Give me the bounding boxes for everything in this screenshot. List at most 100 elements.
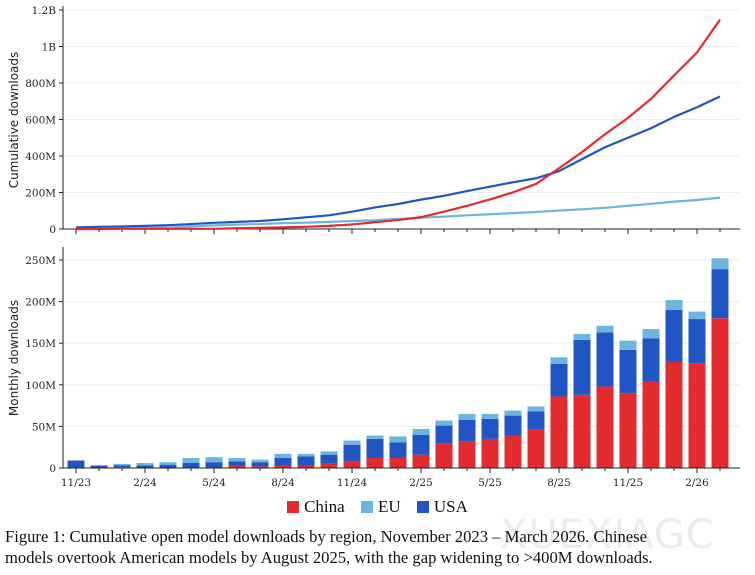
y-tick-label: 200M <box>25 188 56 200</box>
china-bar-9-24 <box>297 465 315 468</box>
china-bar-8-24 <box>274 465 292 468</box>
eu-bar-4-24 <box>182 458 200 464</box>
legend-item-usa: USA <box>416 497 468 517</box>
usa-bar-8-24 <box>274 458 292 466</box>
usa-bar-5-24 <box>205 462 223 468</box>
china-bar-3-26 <box>711 318 729 468</box>
y-tick-label: 1B <box>42 42 57 54</box>
eu-bar-6-25 <box>504 410 522 416</box>
figure-caption: Figure 1: Cumulative open model download… <box>5 526 753 568</box>
china-bar-12-25 <box>642 381 660 468</box>
eu-bar-2-25 <box>412 428 430 435</box>
usa-bar-7-25 <box>527 411 545 430</box>
x-tick-label: 2/25 <box>409 477 433 489</box>
y-tick-label: 100M <box>25 380 56 392</box>
usa-bar-10-25 <box>596 332 614 387</box>
usa-bar-6-24 <box>228 461 246 466</box>
caption-line-1: Figure 1: Cumulative open model download… <box>5 527 647 546</box>
eu-bar-5-25 <box>481 413 499 419</box>
usa-bar-9-24 <box>297 456 315 466</box>
usa-bar-12-23 <box>90 465 108 468</box>
eu-bar-1-25 <box>389 436 407 443</box>
eu-bar-2-24 <box>136 463 154 466</box>
usa-bar-1-24 <box>113 465 131 468</box>
usa-bar-2-24 <box>136 465 154 468</box>
x-tick-label: 8/24 <box>271 477 295 489</box>
eu-bar-11-24 <box>343 440 361 445</box>
x-tick-label: 2/26 <box>685 477 709 489</box>
y-tick-label: 1.2B <box>32 5 57 17</box>
china-bar-6-24 <box>228 465 246 468</box>
y-tick-label: 0 <box>49 463 56 475</box>
usa-swatch <box>416 501 429 513</box>
eu-bar-6-24 <box>228 458 246 462</box>
china-bar-7-24 <box>251 466 269 468</box>
usa-bar-2-25 <box>412 434 430 455</box>
usa-bar-11-24 <box>343 444 361 462</box>
china-bar-2-26 <box>688 363 706 468</box>
usa-bar-7-24 <box>251 462 269 467</box>
eu-swatch <box>360 501 373 513</box>
usa-bar-4-24 <box>182 463 200 468</box>
usa-bar-1-26 <box>665 309 683 362</box>
china-bar-2-25 <box>412 454 430 468</box>
usa-bar-3-24 <box>159 464 177 468</box>
eu-bar-3-24 <box>159 462 177 465</box>
x-tick-label: 11/23 <box>61 477 91 489</box>
y-tick-label: 200M <box>25 297 56 309</box>
eu-bar-7-25 <box>527 406 545 412</box>
eu-bar-10-24 <box>320 451 338 455</box>
eu-bar-1-26 <box>665 299 683 310</box>
china-bar-11-25 <box>619 393 637 468</box>
x-tick-label: 2/24 <box>133 477 157 489</box>
china-bar-10-25 <box>596 386 614 468</box>
legend: China EU USA <box>0 497 755 518</box>
figure-chart: 0 200M 400M 600M 800M 1B 1.2B 0 50M 100M 150M 200M… <box>7 5 740 489</box>
x-tick-label: 8/25 <box>547 477 571 489</box>
usa-bar-5-25 <box>481 418 499 439</box>
y-tick-label: 400M <box>25 151 56 163</box>
usa-bar-2-26 <box>688 319 706 364</box>
eu-bar-10-25 <box>596 325 614 333</box>
china-bar-4-25 <box>458 441 476 468</box>
legend-label: USA <box>433 497 468 516</box>
caption-line-2: models overtook American models by Augus… <box>5 548 653 567</box>
usa-bar-10-24 <box>320 454 338 464</box>
x-tick-label: 5/25 <box>478 477 502 489</box>
china-bar-8-25 <box>550 396 568 468</box>
bottom-y-axis-label: Monthly downloads <box>7 300 21 416</box>
y-tick-label: 150M <box>25 338 56 350</box>
usa-bar-12-24 <box>366 438 384 459</box>
y-tick-label: 250M <box>25 255 56 267</box>
china-cumulative-line <box>76 19 721 231</box>
y-tick-label: 600M <box>25 115 56 127</box>
watermark: XUEXIAGC <box>500 512 715 558</box>
y-tick-label: 50M <box>32 421 56 433</box>
eu-bar-3-26 <box>711 258 729 270</box>
cumulative-line-chart: 0 200M 400M 600M 800M 1B 1.2B <box>25 5 740 236</box>
eu-bar-8-25 <box>550 357 568 364</box>
legend-label: EU <box>377 497 401 516</box>
legend-item-china: China <box>287 497 345 517</box>
eu-bar-5-24 <box>205 457 223 463</box>
usa-bar-6-25 <box>504 415 522 436</box>
china-bar-5-25 <box>481 438 499 468</box>
monthly-bar-chart: 0 50M 100M 150M 200M 250M 11/23 2/24 5/24 8/24 11/… <box>25 247 740 489</box>
x-tick-label: 5/24 <box>202 477 226 489</box>
usa-bar-3-25 <box>435 425 453 444</box>
eu-bar-8-24 <box>274 453 292 459</box>
eu-bar-11-25 <box>619 340 637 350</box>
eu-bar-3-25 <box>435 420 453 426</box>
usa-bar-8-25 <box>550 364 568 397</box>
eu-bar-9-25 <box>573 334 591 340</box>
china-bar-6-25 <box>504 435 522 468</box>
eu-bar-2-26 <box>688 311 706 320</box>
china-bar-12-24 <box>366 458 384 468</box>
eu-bar-9-24 <box>297 453 315 457</box>
usa-bar-1-25 <box>389 442 407 459</box>
usa-bar-9-25 <box>573 339 591 395</box>
usa-bar-12-25 <box>642 338 660 382</box>
china-bar-7-25 <box>527 429 545 468</box>
eu-bar-12-25 <box>642 329 660 339</box>
china-swatch <box>287 501 300 513</box>
